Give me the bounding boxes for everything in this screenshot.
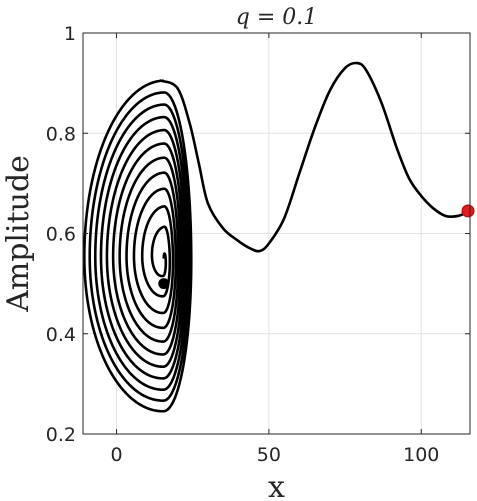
trajectory-spiral xyxy=(83,79,193,413)
chart-title: q = 0.1 xyxy=(236,5,318,30)
y-axis-label: Amplitude xyxy=(1,155,36,313)
y-tick-label: 0.8 xyxy=(46,123,76,145)
y-tick-label: 1 xyxy=(64,23,76,45)
trajectory-tail xyxy=(159,61,472,253)
x-tick-label: 100 xyxy=(403,444,439,466)
y-tick-label: 0.6 xyxy=(46,224,76,246)
x-tick-label: 0 xyxy=(110,444,122,466)
x-axis-label: x xyxy=(268,470,285,501)
start-point-marker xyxy=(158,278,170,290)
y-tick-label: 0.4 xyxy=(46,324,76,346)
y-tick-label: 0.2 xyxy=(46,424,76,446)
x-tick-label: 50 xyxy=(257,444,281,466)
plot-area xyxy=(83,61,475,413)
end-point-marker xyxy=(461,204,475,218)
axes-ticks: 0 50 100 0.2 0.4 0.6 0.8 1 xyxy=(46,23,470,466)
